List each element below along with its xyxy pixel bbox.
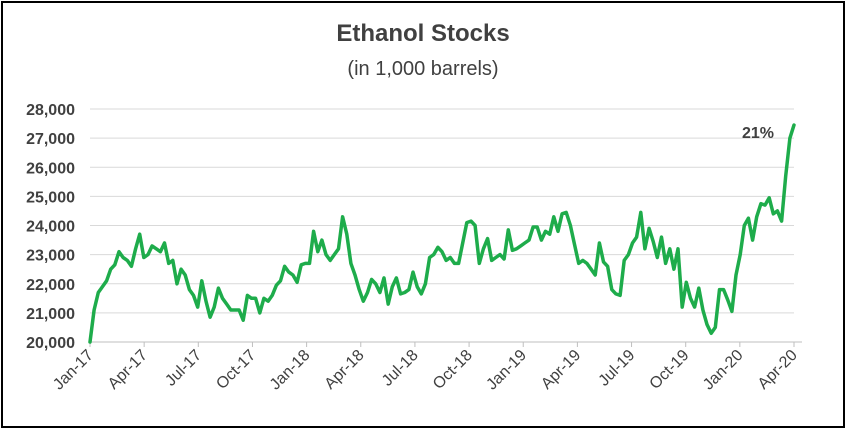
chart-subtitle: (in 1,000 barrels) xyxy=(347,58,499,80)
y-tick-label: 27,000 xyxy=(26,131,75,148)
y-tick-label: 23,000 xyxy=(26,248,75,265)
y-tick-label: 20,000 xyxy=(26,335,75,352)
x-tick-label: Oct-19 xyxy=(647,347,693,393)
x-tick-label: Jul-18 xyxy=(379,347,422,390)
x-tick-label: Apr-19 xyxy=(538,347,584,393)
x-tick-label: Oct-17 xyxy=(213,347,259,393)
annotations: 21% xyxy=(742,125,774,142)
y-axis: 20,000 21,000 22,000 23,000 24,000 25,000 26,0… xyxy=(26,102,75,352)
x-axis: Jan-17 Apr-17 Jul-17 Oct-17 Jan-18 Apr-18 Jul-… xyxy=(50,341,802,394)
y-tick-label: 21,000 xyxy=(26,306,75,323)
gridlines xyxy=(90,108,794,343)
x-tick-label: Jan-18 xyxy=(267,347,314,394)
y-tick-label: 25,000 xyxy=(26,189,75,206)
chart-title: Ethanol Stocks xyxy=(336,20,510,47)
x-tick-label: Jul-19 xyxy=(596,347,639,390)
y-tick-label: 28,000 xyxy=(26,102,75,119)
y-tick-label: 26,000 xyxy=(26,160,75,177)
y-tick-label: 24,000 xyxy=(26,219,75,236)
x-tick-label: Jul-17 xyxy=(162,347,205,390)
x-tick-label: Apr-20 xyxy=(755,347,801,393)
x-tick-label: Apr-18 xyxy=(322,347,368,393)
plot-area xyxy=(88,123,796,344)
x-tick-label: Oct-18 xyxy=(430,347,476,393)
x-tick-label: Jan-20 xyxy=(700,347,747,394)
x-tick-label: Jan-17 xyxy=(50,347,97,394)
y-tick-label: 22,000 xyxy=(26,277,75,294)
series-line xyxy=(88,123,796,344)
x-tick-label: Apr-17 xyxy=(105,347,151,393)
annotation-label: 21% xyxy=(742,125,774,142)
x-tick-label: Jan-19 xyxy=(483,347,530,394)
